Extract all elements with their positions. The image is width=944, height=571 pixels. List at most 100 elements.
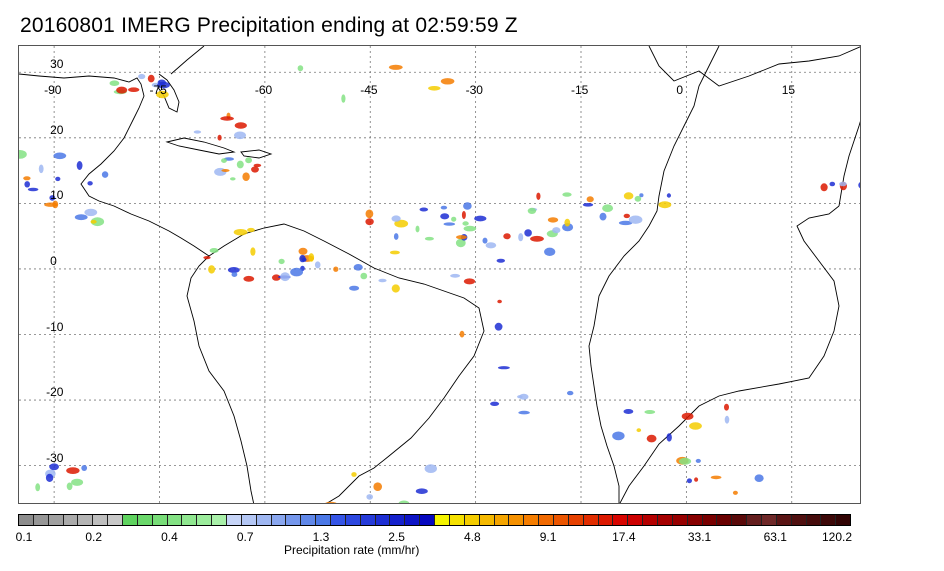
coastline-africa-north — [838, 121, 860, 207]
precipitation-cell — [24, 181, 30, 188]
latitude-label: 20 — [50, 122, 64, 137]
colorbar-segment — [123, 515, 138, 525]
colorbar-segment — [137, 515, 153, 525]
precipitation-cell — [666, 433, 672, 442]
longitude-label: -45 — [360, 83, 378, 97]
precipitation-cell — [497, 299, 502, 304]
precipitation-cell — [76, 161, 83, 170]
colorbar-segment — [702, 515, 718, 525]
precipitation-cell — [253, 163, 262, 168]
precipitation-cell — [552, 227, 561, 234]
precipitation-cell — [503, 233, 511, 240]
precipitation-cell — [308, 253, 315, 262]
precipitation-cell — [612, 431, 625, 441]
colorbar-segment — [553, 515, 569, 525]
colorbar-segment — [241, 515, 257, 525]
latitude-label: 30 — [50, 57, 64, 72]
precipitation-cell — [562, 192, 572, 197]
precipitation-cell — [618, 220, 633, 226]
precipitation-cell — [230, 177, 236, 181]
colorbar-tick-label: 0.2 — [85, 530, 103, 544]
precipitation-cell — [360, 272, 368, 280]
precipitation-cell — [217, 134, 222, 141]
colorbar-segment — [420, 515, 436, 525]
precipitation-cell — [562, 223, 574, 232]
colorbar-segment — [806, 515, 822, 525]
precipitation-cell — [628, 215, 643, 224]
colorbar-segment — [717, 515, 733, 525]
precipitation-cell — [482, 237, 488, 244]
colorbar-segment — [776, 515, 792, 525]
precipitation-cell — [298, 247, 308, 255]
precipitation-cell — [689, 422, 702, 430]
precipitation-cell — [456, 235, 467, 240]
precipitation-cell — [242, 172, 250, 181]
colorbar-segment — [390, 515, 406, 525]
colorbar-segment — [227, 515, 242, 525]
precipitation-cell — [517, 395, 523, 399]
colorbar-segment — [672, 515, 688, 525]
colorbar-segment — [108, 515, 124, 525]
colorbar-tick-label: 0.7 — [236, 530, 254, 544]
latitude-label: 10 — [50, 188, 64, 203]
precipitation-cell — [536, 192, 541, 200]
precipitation-cell — [518, 410, 530, 415]
precipitation-cell — [459, 330, 465, 338]
precipitation-cell — [858, 182, 860, 189]
precipitation-cell — [157, 81, 170, 89]
precipitation-cell — [101, 171, 109, 178]
precipitation-cell — [451, 216, 457, 222]
colorbar-segment — [687, 515, 703, 525]
coastline-north-america — [19, 73, 210, 257]
precipitation-cell — [440, 78, 455, 85]
coastline-cuba — [165, 137, 236, 155]
graticule-lines — [19, 46, 860, 503]
precipitation-cell — [138, 73, 146, 80]
precipitation-cell — [23, 176, 31, 181]
colorbar-segment — [360, 515, 376, 525]
precipitation-map: -90 -75 -60 -45 -30 -15 0 15 30 20 10 0 -10 -20 -30 — [18, 45, 861, 504]
colorbar-tick-label: 2.5 — [388, 530, 405, 544]
colorbar-label: Precipitation rate (mm/hr) — [284, 543, 420, 557]
precipitation-cell — [55, 176, 61, 182]
colorbar-tick-label: 9.1 — [539, 530, 557, 544]
precipitation-cell — [463, 225, 477, 232]
precipitation-cell — [325, 501, 337, 503]
precipitation-cell — [388, 64, 403, 70]
precipitation-cell — [586, 196, 594, 203]
colorbar-segment — [78, 515, 94, 525]
precipitation-cell — [602, 204, 614, 212]
colorbar-segment — [405, 515, 421, 525]
coastline-europe — [648, 46, 860, 87]
longitude-label: -15 — [571, 83, 589, 97]
colorbar-segment — [301, 515, 317, 525]
precipitation-cell — [209, 248, 219, 253]
precipitation-cell — [450, 273, 461, 278]
precipitation-cell — [220, 116, 234, 121]
precipitation-cell — [639, 193, 644, 198]
precipitation-cell — [74, 214, 88, 221]
precipitation-cell — [686, 478, 693, 484]
precipitation-cell — [247, 227, 255, 233]
precipitation-cell — [678, 457, 692, 465]
precipitation-cell — [440, 205, 448, 210]
precipitation-cell — [365, 209, 374, 219]
precipitation-cell — [724, 415, 730, 424]
colorbar-segment — [628, 515, 644, 525]
colorbar-segment — [836, 515, 851, 525]
precipitation-cell — [233, 229, 248, 236]
colorbar-segment — [331, 515, 346, 525]
precipitation-cell — [820, 183, 828, 192]
colorbar-segment — [747, 515, 762, 525]
precipitation-cell — [353, 264, 363, 271]
precipitation-cell — [494, 322, 503, 331]
precipitation-cell — [419, 207, 429, 212]
colorbar-tick-label: 63.1 — [763, 530, 787, 544]
precipitation-cell — [391, 215, 401, 222]
colorbar-segment — [152, 515, 168, 525]
precipitation-cell — [530, 235, 544, 242]
precipitation-cell — [71, 478, 84, 486]
precipitation-cell — [341, 94, 346, 103]
precipitation-cell — [485, 242, 497, 249]
precipitation-cell — [681, 412, 694, 420]
